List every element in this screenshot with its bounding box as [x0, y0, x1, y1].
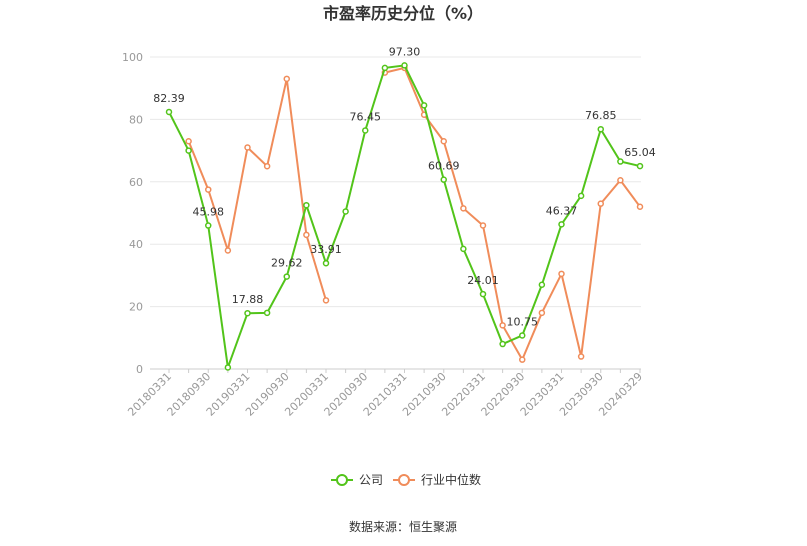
data-label: 76.45 [350, 110, 382, 123]
data-label: 65.04 [624, 146, 656, 159]
data-label: 24.01 [467, 274, 499, 287]
data-label: 17.88 [232, 293, 264, 306]
data-point[interactable] [460, 205, 467, 212]
data-point[interactable] [303, 231, 310, 239]
data-point[interactable] [185, 137, 192, 145]
data-point[interactable] [499, 340, 506, 348]
data-label: 76.85 [585, 109, 617, 122]
data-point[interactable] [538, 309, 546, 317]
y-axis: 0 20 40 60 80 100 [122, 51, 143, 376]
data-point[interactable] [519, 332, 526, 339]
series-line [187, 78, 327, 301]
data-label: 82.39 [153, 92, 185, 105]
legend-label-company: 公司 [359, 473, 383, 487]
data-point[interactable] [401, 62, 408, 69]
data-point[interactable] [499, 322, 506, 329]
data-point[interactable] [342, 208, 349, 215]
data-point[interactable] [244, 309, 251, 317]
data-label: 97.30 [389, 45, 421, 58]
y-tick-label: 80 [129, 113, 143, 126]
data-point[interactable] [224, 247, 232, 254]
data-point[interactable] [558, 270, 565, 278]
y-tick-label: 100 [122, 51, 143, 64]
y-tick-label: 20 [129, 301, 143, 314]
data-point[interactable] [577, 353, 585, 360]
data-point[interactable] [283, 75, 290, 83]
data-point[interactable] [244, 144, 251, 151]
data-point[interactable] [362, 127, 369, 134]
data-point[interactable] [205, 222, 212, 229]
legend-label-industry-median: 行业中位数 [421, 472, 481, 487]
data-point[interactable] [263, 309, 271, 317]
data-point[interactable] [283, 273, 290, 280]
data-labels: 82.39 45.98 17.88 29.62 33.91 76.45 97.30 60.69… [153, 45, 656, 328]
source-note: 数据来源：恒生聚源 [349, 519, 457, 534]
data-point[interactable] [440, 176, 447, 183]
data-point[interactable] [165, 108, 173, 116]
grid [150, 56, 641, 370]
data-label: 29.62 [271, 257, 303, 270]
data-label: 45.98 [193, 206, 225, 219]
data-point[interactable] [479, 290, 487, 298]
data-point[interactable] [577, 192, 585, 200]
y-tick-label: 40 [129, 238, 143, 251]
data-point[interactable] [322, 297, 330, 304]
data-point[interactable] [322, 259, 330, 267]
data-point[interactable] [538, 281, 546, 289]
data-label: 60.69 [428, 160, 460, 173]
series-company [165, 62, 644, 371]
data-label: 46.37 [546, 204, 578, 217]
data-point[interactable] [617, 176, 624, 184]
data-point[interactable] [381, 64, 389, 72]
data-point[interactable] [597, 125, 604, 133]
legend: 公司 行业中位数 [331, 472, 481, 487]
plot-area [165, 62, 644, 371]
data-point[interactable] [440, 137, 447, 145]
data-point[interactable] [263, 162, 271, 170]
data-label: 10.75 [507, 315, 539, 328]
legend-item-industry-median[interactable]: 行业中位数 [393, 472, 481, 487]
data-label: 33.91 [310, 243, 342, 256]
data-point[interactable] [636, 162, 644, 170]
x-axis: 2018033120180930201903312019093020200331… [125, 369, 645, 419]
data-point[interactable] [205, 186, 212, 193]
data-point[interactable] [617, 158, 624, 165]
data-point[interactable] [420, 102, 428, 109]
data-point[interactable] [519, 356, 526, 363]
chart-title: 市盈率历史分位（%） [323, 4, 483, 23]
data-point[interactable] [479, 222, 487, 229]
data-point[interactable] [303, 201, 310, 209]
data-point[interactable] [185, 147, 192, 154]
y-tick-label: 60 [129, 176, 143, 189]
legend-marker-company [336, 474, 348, 486]
data-point[interactable] [597, 200, 604, 207]
legend-marker-industry-median [398, 474, 410, 486]
data-point[interactable] [636, 203, 644, 211]
data-point[interactable] [558, 221, 565, 228]
data-point[interactable] [224, 364, 232, 371]
data-point[interactable] [460, 245, 467, 253]
y-tick-label: 0 [136, 363, 143, 376]
legend-item-company[interactable]: 公司 [331, 473, 383, 487]
